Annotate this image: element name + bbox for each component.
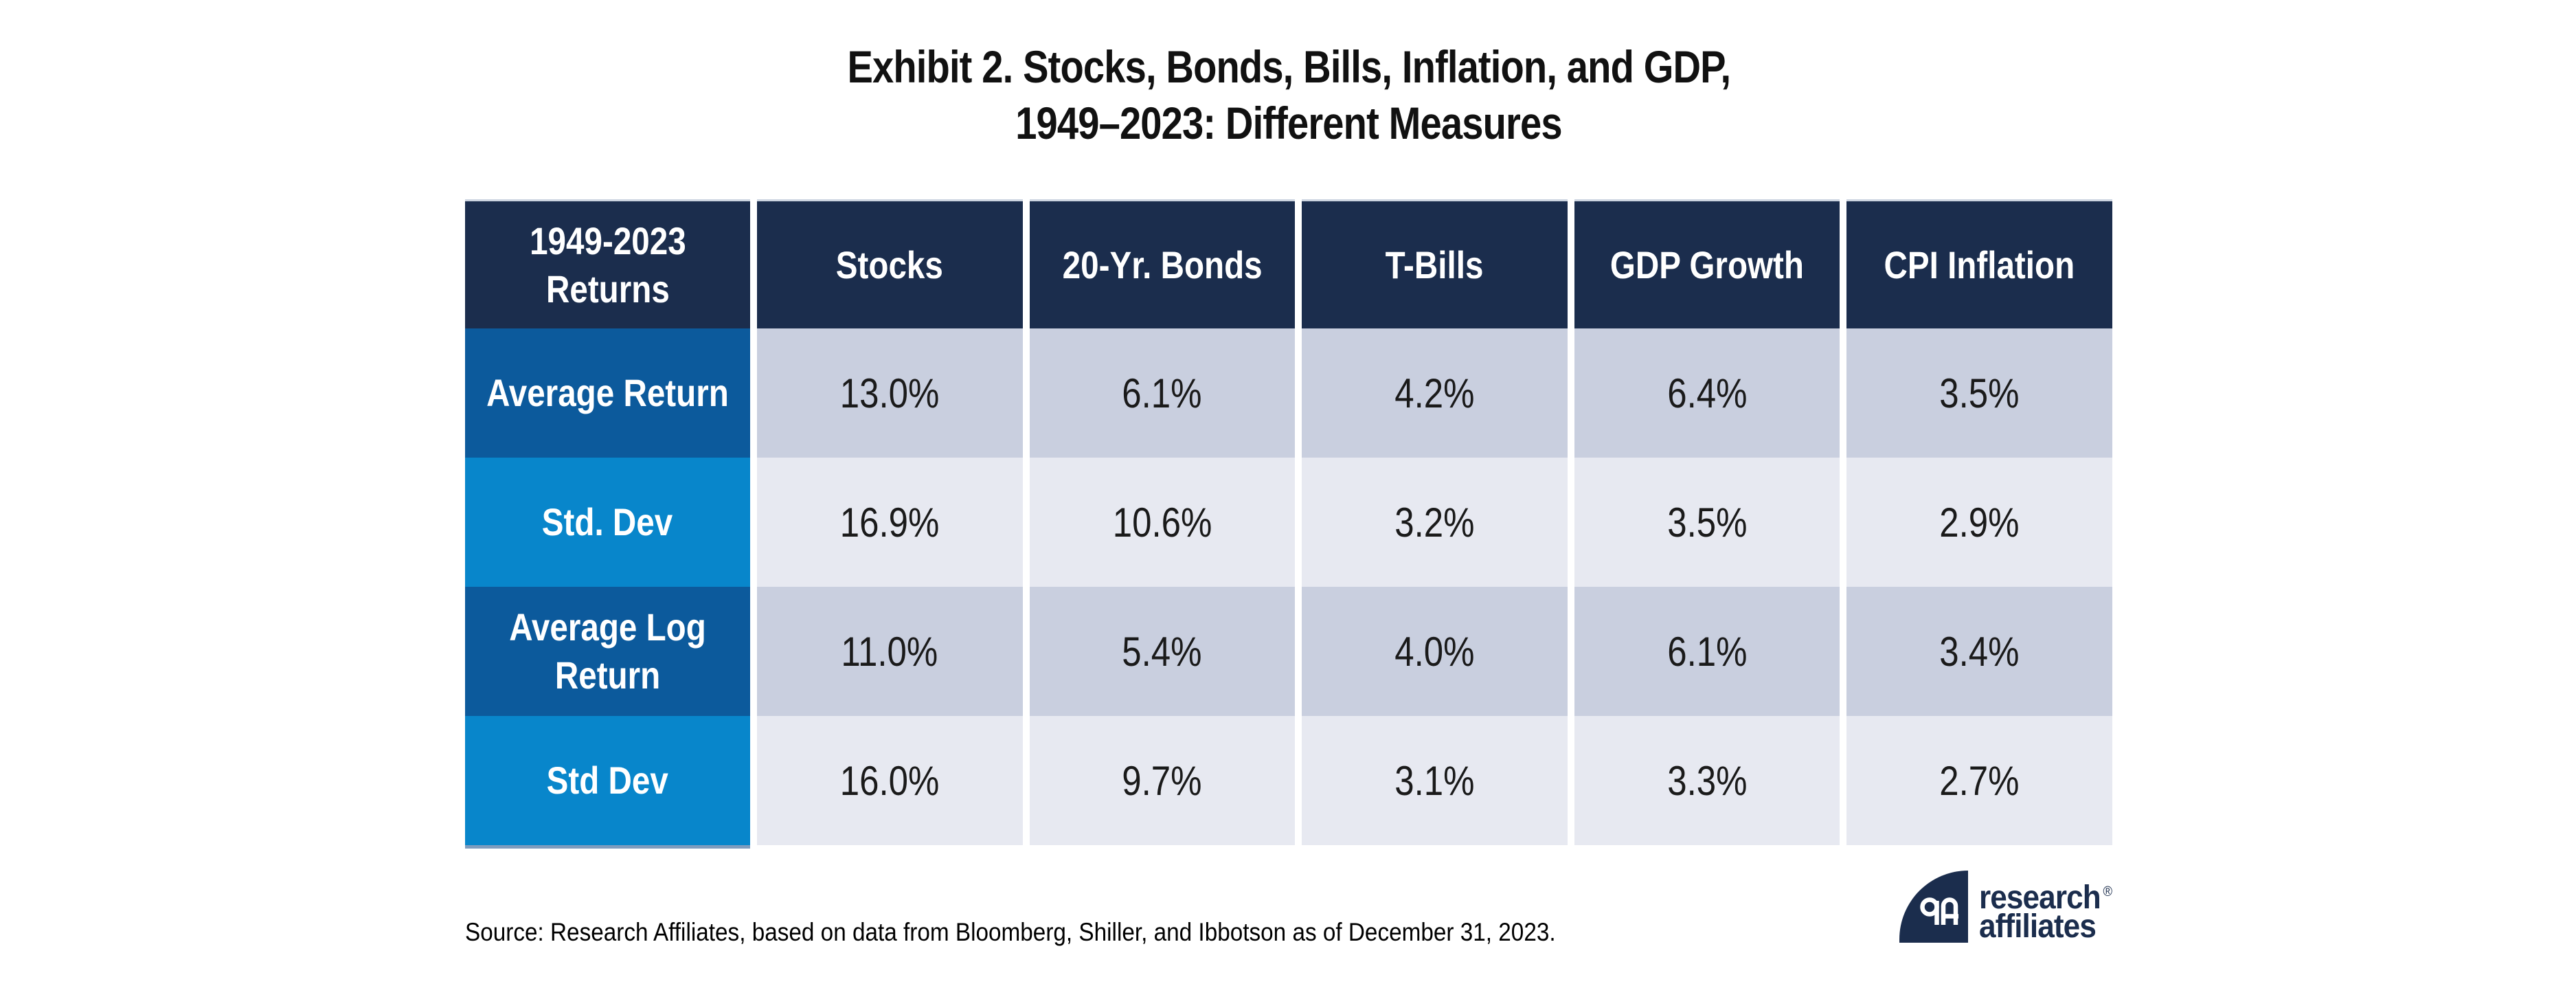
table-cell-avg-return-tbills: 4.2% — [1302, 328, 1568, 458]
exhibit-title-line1-text: Exhibit 2. Stocks, Bonds, Bills, Inflati… — [847, 41, 1731, 92]
header-row-header-line2: Returns — [545, 267, 670, 311]
source-note-text: Source: Research Affiliates, based on da… — [465, 918, 1556, 946]
table-cell-stddevlog-bonds: 9.7% — [1029, 716, 1296, 845]
table-cell-stddev-stocks: 16.9% — [756, 458, 1023, 587]
table-cell-stddevlog-gdp: 3.3% — [1574, 716, 1840, 845]
table-cell-stddev-gdp: 3.5% — [1574, 458, 1840, 587]
source-note: Source: Research Affiliates, based on da… — [465, 918, 1677, 947]
header-cell-stocks: Stocks — [756, 199, 1023, 328]
row-label-avg-log-line1: Average Log — [509, 605, 706, 649]
table-cell-avglog-stocks: 11.0% — [756, 587, 1023, 716]
exhibit-title-line2: 1949–2023: Different Measures — [465, 95, 2112, 151]
table-cell-stddev-tbills: 3.2% — [1302, 458, 1568, 587]
table-cell-avglog-bonds: 5.4% — [1029, 587, 1296, 716]
header-row-header-text: 1949-2023 Returns — [530, 217, 686, 313]
row-label-average-log-return: Average Log Return — [465, 587, 750, 716]
table-cell-stddevlog-tbills: 3.1% — [1302, 716, 1568, 845]
table-cell-stddevlog-stocks: 16.0% — [756, 716, 1023, 845]
logo-word-research: research ® — [1979, 879, 2113, 916]
row-label-avg-log-line2: Return — [554, 653, 661, 697]
header-row-header-line1: 1949-2023 — [529, 219, 686, 262]
logo-wordmark: research ® affiliates — [1979, 877, 2113, 945]
header-cell-20yr-bonds: 20-Yr. Bonds — [1029, 199, 1296, 328]
header-cell-row-header: 1949-2023 Returns — [465, 199, 750, 328]
table-cell-avglog-gdp: 6.1% — [1574, 587, 1840, 716]
ra-monogram-icon — [1899, 871, 1968, 943]
table-cell-avg-return-cpi: 3.5% — [1846, 328, 2112, 458]
row-label-average-return: Average Return — [465, 328, 750, 458]
registered-trademark-icon: ® — [2103, 884, 2113, 899]
table-cell-stddevlog-cpi: 2.7% — [1846, 716, 2112, 845]
exhibit-title-line1: Exhibit 2. Stocks, Bonds, Bills, Inflati… — [465, 38, 2112, 95]
header-cell-tbills: T-Bills — [1302, 199, 1568, 328]
exhibit-title-line2-text: 1949–2023: Different Measures — [1015, 98, 1562, 148]
table-cell-stddev-bonds: 10.6% — [1029, 458, 1296, 587]
returns-table: 1949-2023 Returns Stocks 20-Yr. Bonds T-… — [465, 199, 2112, 845]
header-cell-gdp-growth: GDP Growth — [1574, 199, 1840, 328]
table-cell-stddev-cpi: 2.9% — [1846, 458, 2112, 587]
table-cell-avglog-tbills: 4.0% — [1302, 587, 1568, 716]
header-cell-cpi-inflation: CPI Inflation — [1846, 199, 2112, 328]
table-cell-avg-return-stocks: 13.0% — [756, 328, 1023, 458]
row-label-std-dev-log: Std Dev — [465, 716, 750, 845]
table-cell-avg-return-bonds: 6.1% — [1029, 328, 1296, 458]
row-label-std-dev: Std. Dev — [465, 458, 750, 587]
logo-word-affiliates: affiliates — [1979, 908, 2097, 945]
exhibit-title: Exhibit 2. Stocks, Bonds, Bills, Inflati… — [465, 38, 2112, 151]
table-cell-avg-return-gdp: 6.4% — [1574, 328, 1840, 458]
table-cell-avglog-cpi: 3.4% — [1846, 587, 2112, 716]
research-affiliates-logo: research ® affiliates — [1899, 871, 2124, 943]
